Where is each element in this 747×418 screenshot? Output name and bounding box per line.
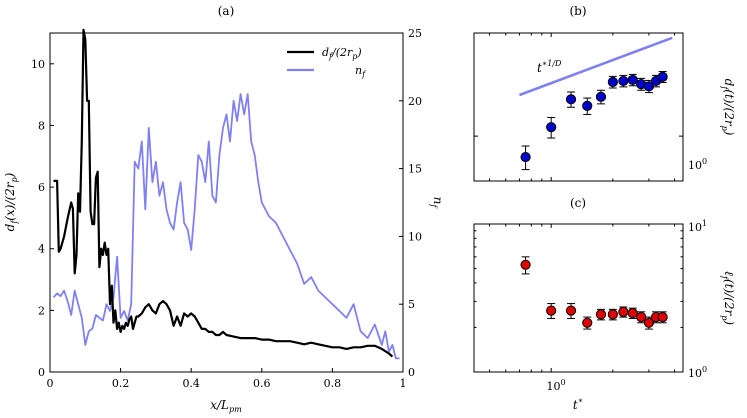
ytick-label: 0 xyxy=(38,366,45,379)
panel-b-point xyxy=(520,151,531,163)
panel-c-point xyxy=(657,311,668,323)
xtick-label: 0.8 xyxy=(324,377,342,390)
panel-a-title: (a) xyxy=(218,4,235,18)
panel-c-point xyxy=(546,305,557,316)
panel-c-xlabel: t∗ xyxy=(573,396,583,412)
panel-c-point xyxy=(607,309,618,320)
series-line-df xyxy=(53,28,394,358)
panel-b-point xyxy=(565,94,577,105)
ytick2-label: 20 xyxy=(408,95,422,108)
panel-b-point xyxy=(546,122,557,133)
panel-c-frame xyxy=(473,223,684,373)
panel-a-frame xyxy=(49,32,404,373)
panel-c-point xyxy=(636,311,647,323)
panel-a-ylabel2: nf xyxy=(429,197,445,210)
panel-b-point xyxy=(607,76,618,88)
panel-c-point xyxy=(627,308,638,319)
legend-label-df: df/(2rp) xyxy=(322,46,362,61)
ytick2-label: 10 xyxy=(408,230,422,243)
ytick2-label: 25 xyxy=(408,27,422,40)
ytick2-label: 5 xyxy=(408,298,415,311)
panel-c-point xyxy=(565,305,577,316)
panel-b-point xyxy=(657,71,668,82)
panel-b-ylabel: df(t)/(2rp) xyxy=(720,79,736,136)
panel-c-ytick-label-top: 101 xyxy=(688,219,707,234)
panel-a-xlabel: x/Lpm xyxy=(210,398,242,414)
panel-c-ylabel: ℓf(t)/(2rp) xyxy=(720,271,736,325)
panel-b-point xyxy=(618,75,629,87)
panel-c-xtick-label: 100 xyxy=(546,378,565,393)
ytick-label: 6 xyxy=(38,181,45,194)
panel-c-point xyxy=(618,306,629,317)
legend: df/(2rp) nf xyxy=(283,38,395,79)
ytick-label: 8 xyxy=(38,119,45,132)
legend-box xyxy=(283,38,395,78)
panel-b-point xyxy=(595,91,607,102)
panel-b-point xyxy=(643,81,655,92)
panel-b-frame xyxy=(473,32,684,182)
xtick-label: 0.6 xyxy=(253,377,271,390)
ytick-label: 10 xyxy=(31,58,45,71)
xtick-label: 0.2 xyxy=(112,377,130,390)
panel-c-point xyxy=(595,309,607,320)
panel-b-point xyxy=(582,100,593,111)
series-line-nf xyxy=(52,93,400,360)
xtick-label: 1 xyxy=(400,377,407,390)
ytick2-label: 15 xyxy=(408,163,422,176)
panel-b-ytick-label: 100 xyxy=(688,157,707,172)
panel-b-guide-line xyxy=(518,36,673,97)
xtick-label: 0.4 xyxy=(182,377,200,390)
panel-c-ytick-label-bottom: 100 xyxy=(688,365,707,380)
panel-b-point xyxy=(627,74,638,86)
panel-a-ylabel: df(x)/(2rp) xyxy=(3,172,19,231)
panel-c-title: (c) xyxy=(570,196,586,210)
panel-b-annotation: t∗1/D xyxy=(537,59,562,75)
ytick-label: 2 xyxy=(38,304,45,317)
ytick-label: 4 xyxy=(38,243,45,256)
panel-c-point xyxy=(582,317,593,328)
panel-b-title: (b) xyxy=(569,4,586,18)
ytick2-label: 0 xyxy=(408,366,415,379)
panel-c-point xyxy=(520,259,531,270)
xtick-label: 0 xyxy=(47,377,54,390)
